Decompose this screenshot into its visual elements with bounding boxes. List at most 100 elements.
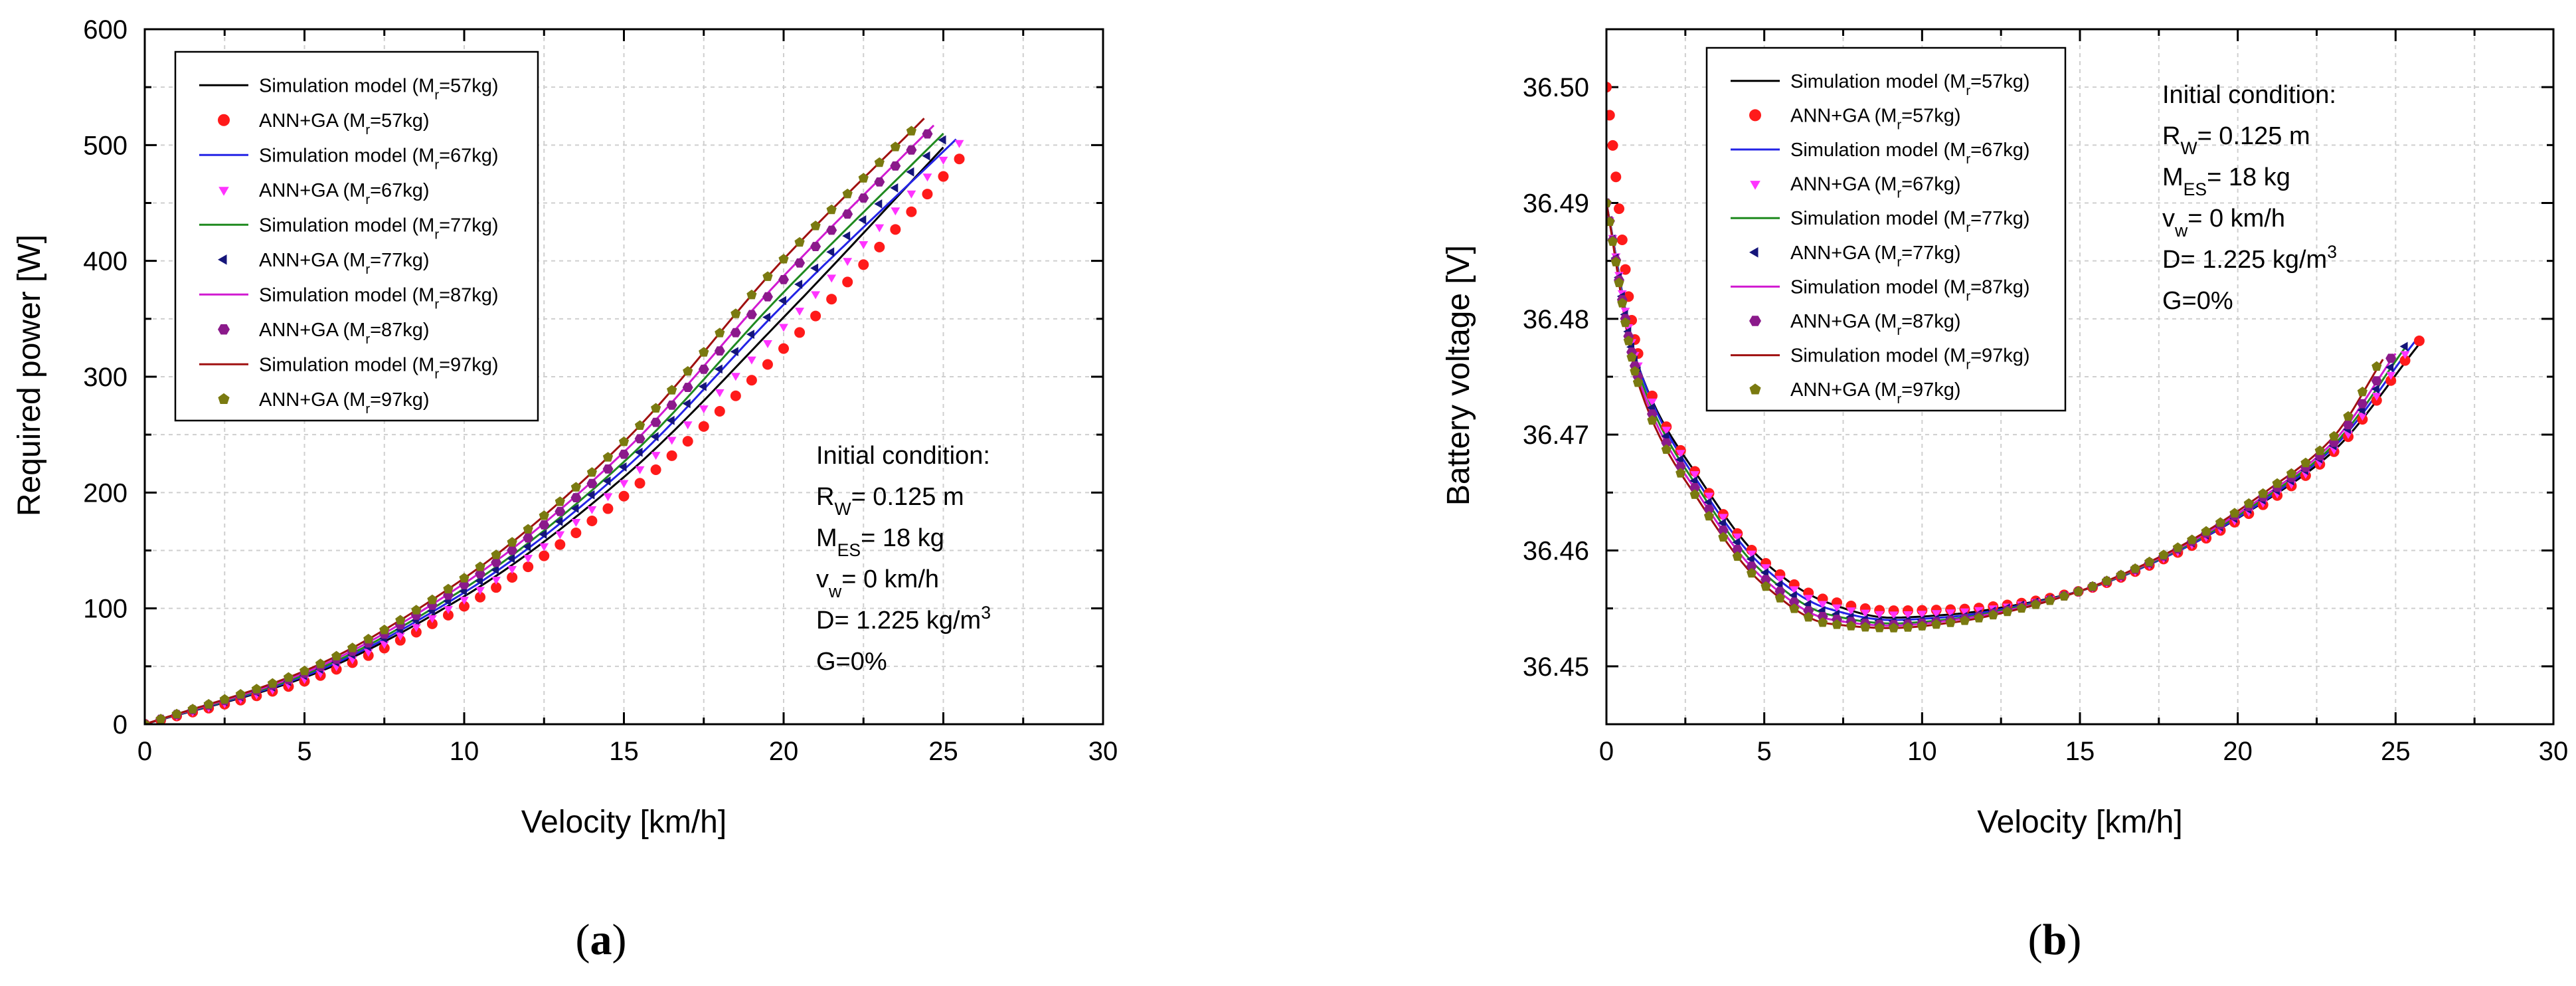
data-point — [874, 177, 885, 187]
data-point — [586, 467, 597, 477]
data-point — [1931, 619, 1942, 629]
data-point — [2201, 526, 2211, 536]
data-point — [2385, 353, 2397, 363]
legend-label: Simulation model (Mr=57kg) — [1790, 71, 2030, 98]
data-point — [1606, 110, 1615, 121]
data-point — [730, 347, 738, 357]
legend-marker-swatch — [1749, 247, 1759, 258]
data-point — [1946, 609, 1955, 618]
data-point — [954, 153, 965, 165]
initial-condition-note: Initial condition: RW= 0.125 m MES= 18 kg v… — [816, 442, 991, 676]
legend-symbol — [1749, 247, 1759, 258]
data-point — [2343, 420, 2354, 430]
data-point — [587, 506, 597, 514]
data-point — [539, 550, 550, 561]
condition-line: G=0% — [816, 648, 887, 676]
data-point — [922, 189, 933, 200]
data-point — [1614, 277, 1624, 288]
data-point — [811, 291, 820, 300]
data-point — [602, 503, 614, 514]
data-point — [714, 364, 723, 374]
data-point — [475, 561, 485, 571]
data-point — [667, 437, 677, 445]
data-point — [666, 400, 677, 410]
data-point — [683, 366, 693, 376]
data-point — [714, 346, 725, 356]
data-point — [698, 421, 709, 432]
data-point — [922, 151, 930, 161]
data-point — [890, 161, 901, 171]
data-point — [1606, 197, 1612, 207]
data-point — [778, 343, 789, 354]
data-point — [267, 678, 278, 688]
legend-symbol — [218, 254, 227, 265]
data-point — [826, 225, 837, 235]
data-point — [570, 527, 582, 538]
data-point — [411, 624, 421, 633]
data-point — [459, 573, 470, 583]
data-point — [2130, 563, 2140, 573]
data-point — [858, 259, 869, 270]
data-point — [1703, 511, 1715, 521]
data-point — [2016, 603, 2027, 613]
data-point — [1974, 613, 1984, 623]
data-point — [1874, 623, 1885, 633]
data-point — [618, 437, 630, 446]
y-tick-label: 36.45 — [1523, 652, 1589, 682]
data-point — [890, 142, 901, 151]
data-point — [666, 415, 675, 425]
data-point — [491, 577, 501, 585]
data-point — [203, 699, 214, 709]
data-point — [1661, 444, 1672, 454]
data-point — [1630, 365, 1640, 376]
data-point — [1717, 526, 1729, 535]
legend: Simulation model (Mr=57kg) ANN+GA (Mr=57k… — [174, 50, 539, 422]
x-axis-title: Velocity [km/h] — [521, 805, 727, 840]
legend-label: Simulation model (Mr=77kg) — [1790, 208, 2030, 235]
data-point — [571, 519, 581, 527]
legend-symbol — [218, 114, 230, 126]
data-point — [1607, 140, 1618, 151]
condition-line: D= 1.225 kg/m3 — [2162, 242, 2337, 274]
data-point — [938, 156, 948, 165]
data-point — [1817, 612, 1828, 621]
legend-symbol — [218, 324, 230, 335]
data-point — [1703, 504, 1715, 514]
data-point — [507, 571, 518, 583]
data-point — [682, 436, 693, 447]
condition-line: G=0% — [2162, 287, 2233, 315]
data-point — [602, 464, 614, 474]
data-point — [810, 221, 821, 231]
data-point — [634, 447, 643, 457]
x-tick-label: 0 — [137, 737, 152, 766]
data-point — [507, 537, 517, 547]
data-point — [715, 328, 725, 338]
series-line-2 — [145, 138, 957, 724]
data-point — [1832, 619, 1842, 629]
data-point — [2116, 569, 2126, 579]
legend-symbol — [1749, 109, 1761, 122]
data-point — [1917, 621, 1927, 631]
data-point — [2272, 478, 2282, 488]
chart-panel-b: 0 5 10 15 20 25 30 36.45 36.46 36.47 36.48 36.49 36.… — [1441, 28, 2568, 964]
data-point — [1626, 351, 1637, 362]
data-point — [730, 390, 741, 401]
data-point — [251, 684, 262, 694]
series-line-0 — [1606, 203, 2422, 619]
panel-caption: (b) — [2028, 916, 2082, 964]
legend-label: Simulation model (Mr=87kg) — [1790, 276, 2030, 304]
data-point — [1760, 575, 1771, 585]
data-point — [555, 539, 566, 550]
legend-label: Simulation model (Mr=67kg) — [259, 145, 499, 172]
data-point — [347, 642, 358, 652]
data-point — [778, 275, 789, 284]
data-point — [2371, 376, 2382, 386]
data-point — [762, 271, 773, 281]
initial-condition-note: Initial condition: RW= 0.125 m MES= 18 kg v… — [2162, 81, 2337, 315]
legend-label: ANN+GA (Mr=67kg) — [259, 180, 430, 207]
data-point — [763, 340, 772, 348]
legend-marker-swatch — [218, 254, 227, 265]
data-point — [1860, 622, 1871, 632]
data-point — [1931, 610, 1941, 619]
data-point — [2243, 498, 2254, 508]
